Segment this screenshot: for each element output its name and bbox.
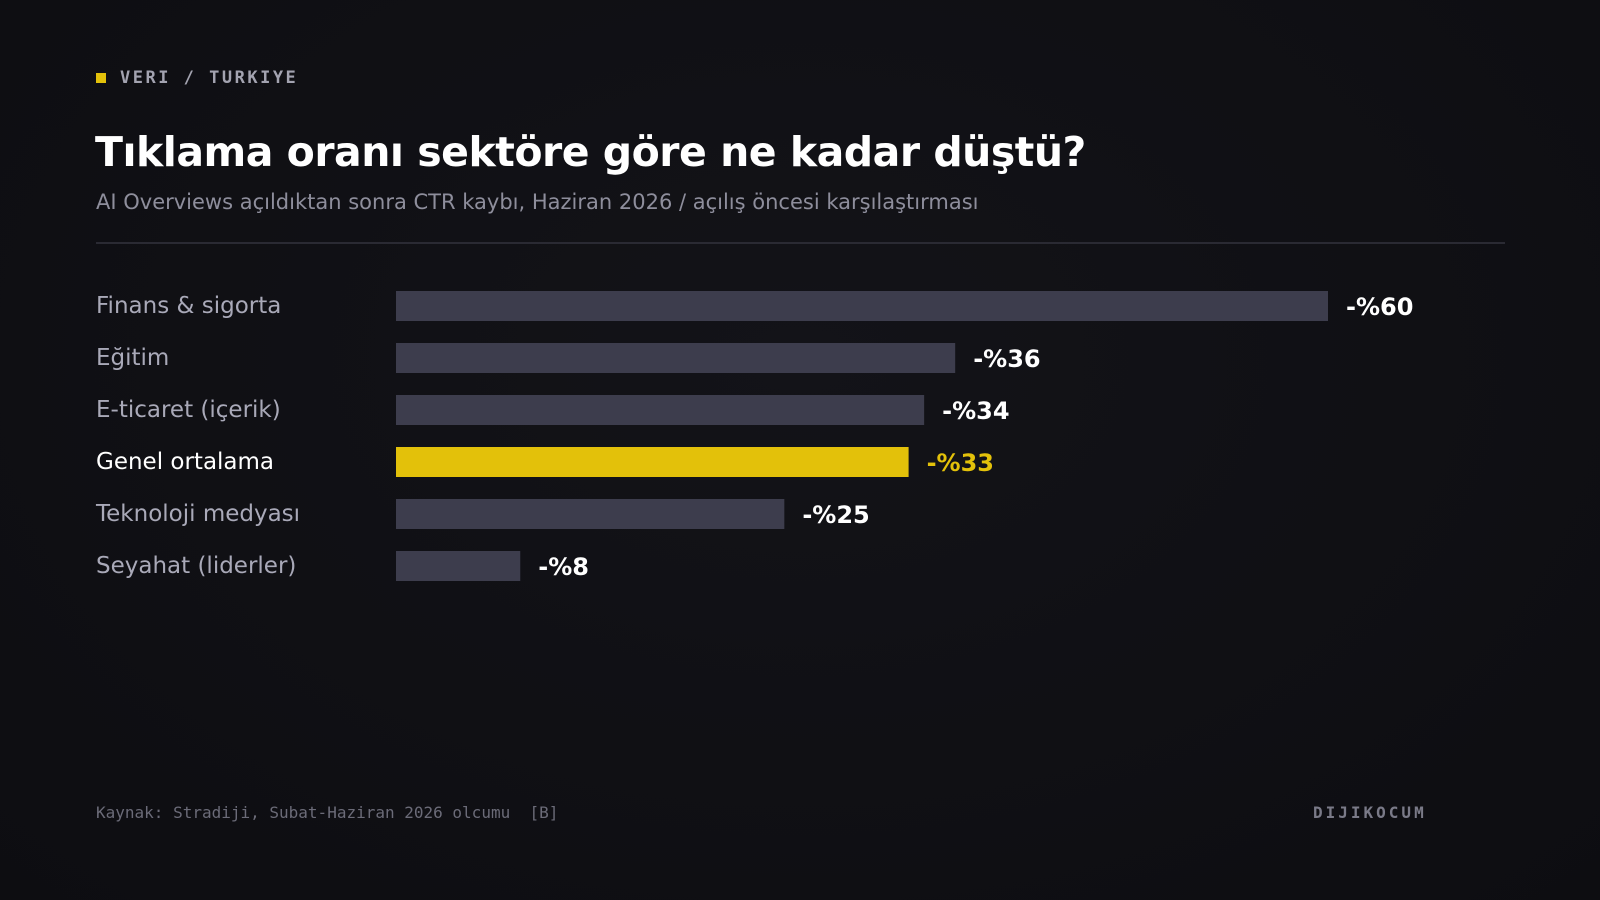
value-label: -%60 [1346, 293, 1413, 321]
bar [396, 395, 925, 425]
category-label: Eğitim [96, 345, 169, 371]
bar [396, 291, 1328, 321]
chart-subtitle: AI Overviews açıldıktan sonra CTR kaybı,… [96, 190, 979, 214]
category-label: Seyahat (liderler) [96, 553, 296, 579]
category-label: E-ticaret (içerik) [96, 397, 281, 423]
value-label: -%33 [927, 449, 994, 477]
header-divider [96, 242, 1505, 244]
chart-title: Tıklama oranı sektöre göre ne kadar düşt… [95, 128, 1086, 176]
value-label: -%8 [538, 553, 589, 581]
kicker-square-icon [96, 73, 106, 83]
brand-mark: DIJIKOCUM [1313, 803, 1427, 822]
bar [396, 343, 956, 373]
bar-highlight [396, 447, 909, 477]
kicker-text: VERI / TURKIYE [120, 68, 299, 88]
bar [396, 551, 521, 581]
category-label: Genel ortalama [96, 449, 274, 475]
category-label: Finans & sigorta [96, 293, 281, 319]
bar [396, 499, 785, 529]
value-label: -%36 [973, 345, 1040, 373]
value-label: -%25 [802, 501, 869, 529]
category-label: Teknoloji medyası [95, 501, 300, 527]
source-note: Kaynak: Stradiji, Subat-Haziran 2026 olc… [96, 803, 559, 822]
value-label: -%34 [942, 397, 1009, 425]
section-kicker: VERI / TURKIYE [96, 68, 298, 88]
